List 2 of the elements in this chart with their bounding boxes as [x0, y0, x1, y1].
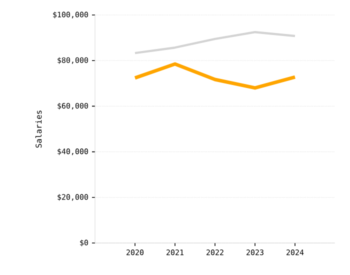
line-series: [134, 31, 296, 54]
line-series: [133, 62, 297, 90]
